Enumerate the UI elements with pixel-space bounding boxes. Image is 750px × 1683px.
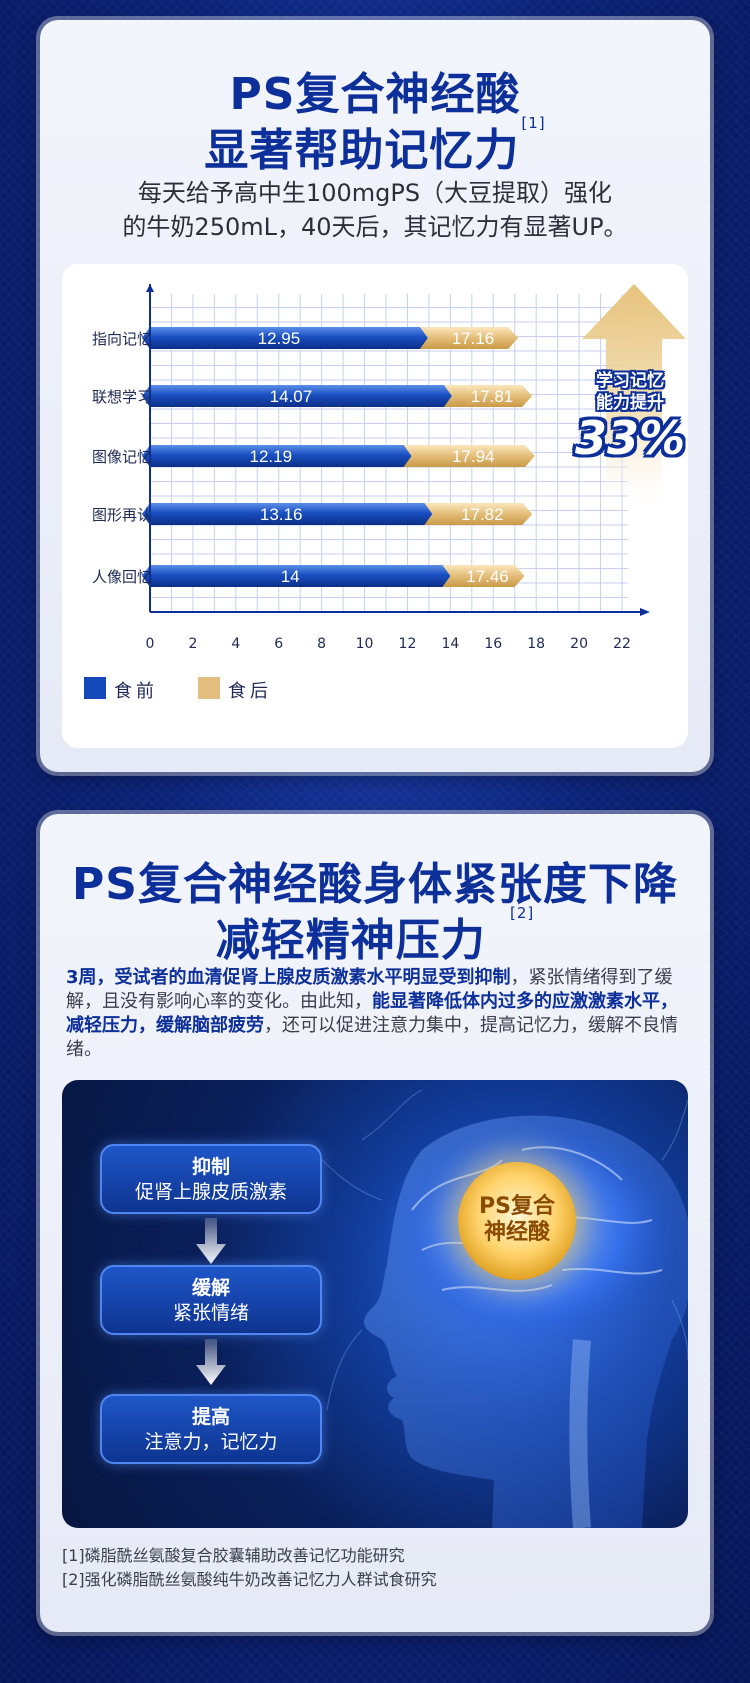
card1-subtitle-line1: 每天给予高中生100mgPS（大豆提取）强化 bbox=[137, 179, 613, 207]
step-improve: 提高 注意力，记忆力 bbox=[100, 1394, 322, 1464]
x-tick-label: 0 bbox=[145, 636, 155, 652]
step-improve-desc: 注意力，记忆力 bbox=[144, 1431, 278, 1453]
para-text-2: ，还可以促进注意力集中，提高记忆力，缓解不良情绪。 bbox=[66, 1015, 678, 1060]
x-axis-arrow bbox=[640, 608, 650, 616]
step-inhibit: 抑制 促肾上腺皮质激素 bbox=[100, 1144, 322, 1214]
para-text-1: ，紧张情绪得到了缓解，且没有影响心率的变化。由此知， bbox=[66, 967, 673, 1012]
para-bold-1: 3周，受试者的血清促肾上腺皮质激素水平明显受到抑制 bbox=[66, 967, 511, 988]
x-tick-label: 18 bbox=[527, 636, 546, 652]
bar-before-label: 12.19 bbox=[249, 447, 292, 466]
y-axis-arrow bbox=[146, 284, 154, 292]
bar-before-label: 12.95 bbox=[258, 329, 301, 348]
category-label: 指向记忆 bbox=[91, 330, 152, 348]
nerve-lines bbox=[311, 1089, 688, 1411]
card1-title-ref: [1] bbox=[521, 114, 546, 132]
brain-illustration: PS复合 神经酸 抑制 促肾上腺皮质激素 缓解 紧张情绪 提高 注意力，记忆力 bbox=[62, 1080, 688, 1528]
ps-circle-line1: PS复合 bbox=[479, 1194, 555, 1219]
step-inhibit-title: 抑制 bbox=[191, 1156, 230, 1178]
card1-title-line1: PS复合神经酸 bbox=[229, 69, 521, 120]
stress-card: PS复合神经酸身体紧张度下降 减轻精神压力 [2] 3周，受试者的血清促肾上腺皮… bbox=[40, 814, 710, 1632]
card1-subtitle: 每天给予高中生100mgPS（大豆提取）强化 的牛奶250mL，40天后，其记忆… bbox=[70, 176, 680, 244]
bar-after-label: 17.46 bbox=[466, 567, 509, 586]
step-improve-title: 提高 bbox=[191, 1406, 230, 1428]
bar-before bbox=[142, 445, 412, 467]
bar-after-label: 17.94 bbox=[452, 447, 495, 466]
bar-before-label: 14 bbox=[281, 567, 300, 586]
bar-before bbox=[142, 327, 428, 349]
reference-1: [1]磷脂酰丝氨酸复合胶囊辅助改善记忆功能研究 bbox=[62, 1546, 405, 1565]
badge-line1: 学习记忆 bbox=[596, 371, 664, 391]
growth-arrow bbox=[582, 284, 686, 514]
category-label: 图形再认 bbox=[91, 506, 152, 524]
legend-swatch-after bbox=[198, 677, 220, 699]
step-inhibit-desc: 促肾上腺皮质激素 bbox=[134, 1181, 287, 1203]
card1-subtitle-line2: 的牛奶250mL，40天后，其记忆力有显著UP。 bbox=[122, 213, 628, 241]
category-label: 图像记忆 bbox=[91, 448, 152, 466]
bar-after bbox=[420, 503, 533, 525]
chart-bars: 12.95 17.16 14.07 17.81 12.19 17.94 13.16 17.82… bbox=[142, 327, 535, 587]
card2-title-text: 减轻精神压力 bbox=[215, 915, 486, 966]
step-relieve-title: 缓解 bbox=[191, 1277, 230, 1299]
ps-neuro-acid-badge: PS复合 神经酸 bbox=[458, 1162, 576, 1280]
x-tick-label: 10 bbox=[355, 636, 374, 652]
x-tick-label: 6 bbox=[274, 636, 284, 652]
reference-2: [2]强化磷脂酰丝氨酸纯牛奶改善记忆力人群试食研究 bbox=[62, 1570, 437, 1589]
improvement-badge: 学习记忆 能力提升 33% bbox=[575, 370, 685, 462]
x-tick-label: 22 bbox=[613, 636, 631, 652]
bar-before-label: 13.16 bbox=[260, 505, 303, 524]
x-tick-label: 14 bbox=[441, 636, 460, 652]
card1-title-line2: 显著帮助记忆力[1] bbox=[40, 114, 710, 178]
bar-before bbox=[142, 385, 452, 407]
x-tick-label: 16 bbox=[484, 636, 503, 652]
down-arrow-icon bbox=[196, 1339, 226, 1385]
legend-swatch-before bbox=[84, 677, 106, 699]
badge-percent: 33% bbox=[575, 411, 686, 465]
legend-label-before: 食前 bbox=[114, 681, 158, 702]
bar-before bbox=[142, 503, 433, 525]
spine bbox=[569, 1339, 591, 1528]
badge-line2: 能力提升 bbox=[596, 393, 664, 413]
x-tick-label: 8 bbox=[317, 636, 327, 652]
legend-label-after: 食后 bbox=[228, 681, 272, 702]
bar-after-label: 17.81 bbox=[471, 387, 514, 406]
card2-paragraph: 3周，受试者的血清促肾上腺皮质激素水平明显受到抑制，紧张情绪得到了缓解，且没有影… bbox=[66, 966, 684, 1062]
ps-circle-line2: 神经酸 bbox=[483, 1220, 550, 1245]
card2-title-line2: 减轻精神压力 [2] bbox=[40, 904, 710, 968]
para-bold-2: 能显著降低体内过多的应激激素水平，减轻压力，缓解脑部疲劳 bbox=[66, 991, 678, 1036]
step-relieve: 缓解 紧张情绪 bbox=[100, 1265, 322, 1335]
chart-canvas: 12.95 17.16 14.07 17.81 12.19 17.94 13.16 17.82… bbox=[142, 284, 686, 616]
bar-after bbox=[439, 385, 533, 407]
bar-after-label: 17.82 bbox=[461, 505, 504, 524]
bar-after bbox=[415, 327, 519, 349]
bar-before bbox=[142, 565, 451, 587]
x-tick-label: 4 bbox=[231, 636, 241, 652]
x-tick-label: 20 bbox=[570, 636, 588, 652]
bar-before-label: 14.07 bbox=[270, 387, 313, 406]
bar-after bbox=[438, 565, 525, 587]
card2-title-line1: PS复合神经酸身体紧张度下降 bbox=[72, 859, 678, 910]
x-tick-label: 12 bbox=[398, 636, 417, 652]
card2-title-ref: [2] bbox=[510, 904, 535, 922]
category-label: 人像回忆 bbox=[91, 568, 152, 586]
memory-card: PS复合神经酸 显著帮助记忆力[1] 每天给予高中生100mgPS（大豆提取）强… bbox=[40, 20, 710, 772]
head-brain-graphic bbox=[311, 1089, 688, 1528]
memory-chart: 12.95 17.16 14.07 17.81 12.19 17.94 13.16 17.82… bbox=[62, 264, 688, 748]
card1-title-text: 显著帮助记忆力 bbox=[204, 125, 520, 176]
chart-axes bbox=[146, 284, 650, 616]
x-tick-label: 2 bbox=[188, 636, 198, 652]
bar-after-label: 17.16 bbox=[452, 329, 495, 348]
down-arrow-icon bbox=[196, 1218, 226, 1264]
step-relieve-desc: 紧张情绪 bbox=[172, 1302, 249, 1324]
category-label: 联想学习 bbox=[91, 388, 152, 406]
bar-after bbox=[399, 445, 535, 467]
references: [1]磷脂酰丝氨酸复合胶囊辅助改善记忆功能研究 [2]强化磷脂酰丝氨酸纯牛奶改善… bbox=[62, 1544, 688, 1592]
